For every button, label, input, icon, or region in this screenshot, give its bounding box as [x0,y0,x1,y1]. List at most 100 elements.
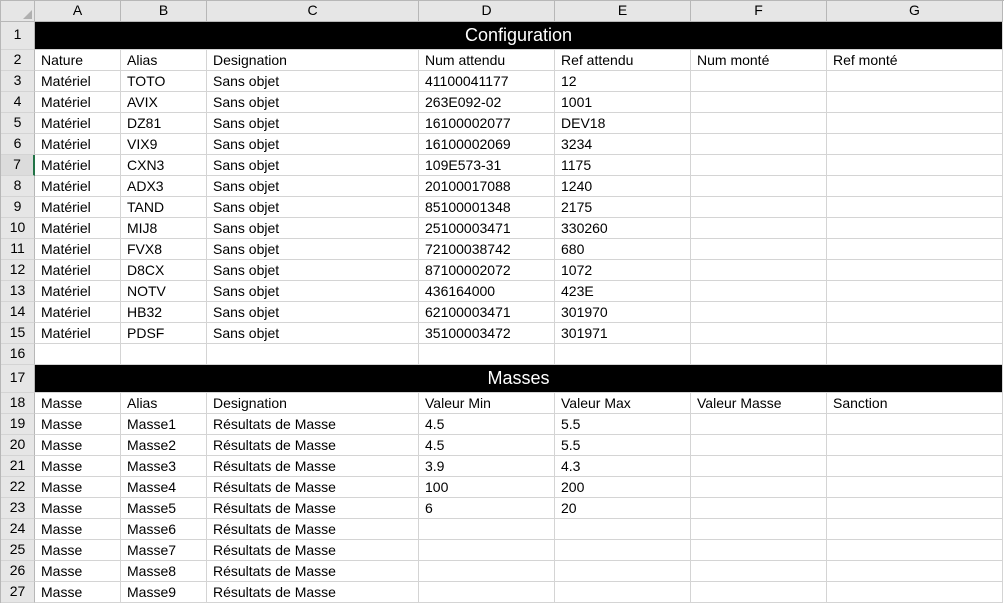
cell[interactable] [691,92,827,113]
cell[interactable]: 16100002077 [419,113,555,134]
cell[interactable]: Masse [35,477,121,498]
cell[interactable]: Sans objet [207,260,419,281]
cell[interactable] [827,582,1003,603]
row-header[interactable]: 5 [1,113,35,134]
cell[interactable] [827,197,1003,218]
cell[interactable]: 6 [419,498,555,519]
cell[interactable]: Num monté [691,50,827,71]
cell[interactable] [691,302,827,323]
row-header[interactable]: 23 [1,498,35,519]
cell[interactable]: AVIX [121,92,207,113]
row-header[interactable]: 22 [1,477,35,498]
cell[interactable]: Masse1 [121,414,207,435]
cell[interactable]: Num attendu [419,50,555,71]
cell[interactable]: Sans objet [207,113,419,134]
cell[interactable] [827,477,1003,498]
cell[interactable]: Sans objet [207,302,419,323]
cell[interactable]: Matériel [35,176,121,197]
cell[interactable]: Masse6 [121,519,207,540]
cell[interactable] [827,540,1003,561]
cell[interactable] [827,134,1003,155]
cell[interactable] [827,218,1003,239]
cell[interactable]: 2175 [555,197,691,218]
cell[interactable]: VIX9 [121,134,207,155]
row-header[interactable]: 11 [1,239,35,260]
cell[interactable] [691,113,827,134]
cell[interactable] [691,197,827,218]
cell[interactable]: Résultats de Masse [207,519,419,540]
cell[interactable]: 4.5 [419,414,555,435]
cell[interactable] [691,519,827,540]
cell[interactable]: Masse3 [121,456,207,477]
cell[interactable]: Masse [35,519,121,540]
spreadsheet-grid[interactable]: ABCDEFG1Configuration2NatureAliasDesigna… [0,0,1004,603]
cell[interactable]: Masse2 [121,435,207,456]
cell[interactable]: Résultats de Masse [207,414,419,435]
cell[interactable]: Matériel [35,71,121,92]
cell[interactable]: 263E092-02 [419,92,555,113]
cell[interactable]: Matériel [35,260,121,281]
cell[interactable]: PDSF [121,323,207,344]
cell[interactable]: Masse4 [121,477,207,498]
cell[interactable] [691,456,827,477]
cell[interactable] [691,323,827,344]
cell[interactable]: 330260 [555,218,691,239]
cell[interactable]: Matériel [35,155,121,176]
cell[interactable]: Résultats de Masse [207,435,419,456]
cell[interactable] [691,71,827,92]
cell[interactable]: 100 [419,477,555,498]
cell[interactable] [691,260,827,281]
cell[interactable]: 436164000 [419,281,555,302]
cell[interactable]: 85100001348 [419,197,555,218]
cell[interactable] [827,155,1003,176]
cell[interactable]: ADX3 [121,176,207,197]
row-header[interactable]: 9 [1,197,35,218]
cell[interactable] [827,344,1003,365]
cell[interactable] [121,344,207,365]
cell[interactable]: 5.5 [555,414,691,435]
cell[interactable]: Valeur Masse [691,393,827,414]
cell[interactable] [555,344,691,365]
cell[interactable]: NOTV [121,281,207,302]
row-header[interactable]: 27 [1,582,35,603]
cell[interactable]: Ref monté [827,50,1003,71]
cell[interactable]: Ref attendu [555,50,691,71]
row-header[interactable]: 15 [1,323,35,344]
row-header[interactable]: 7 [1,155,35,176]
row-header[interactable]: 6 [1,134,35,155]
cell[interactable]: Matériel [35,218,121,239]
row-header[interactable]: 1 [1,22,35,50]
cell[interactable] [691,134,827,155]
cell[interactable] [827,519,1003,540]
cell[interactable]: 41100041177 [419,71,555,92]
cell[interactable]: Sans objet [207,92,419,113]
cell[interactable] [207,344,419,365]
cell[interactable]: Masse [35,498,121,519]
row-header[interactable]: 20 [1,435,35,456]
cell[interactable]: 20100017088 [419,176,555,197]
row-header[interactable]: 4 [1,92,35,113]
cell[interactable] [555,540,691,561]
cell[interactable]: DEV18 [555,113,691,134]
cell[interactable]: Sans objet [207,71,419,92]
cell[interactable] [827,323,1003,344]
cell[interactable] [827,302,1003,323]
cell[interactable]: Matériel [35,113,121,134]
cell[interactable]: 423E [555,281,691,302]
cell[interactable] [419,582,555,603]
cell[interactable] [827,260,1003,281]
column-header[interactable]: B [121,1,207,22]
cell[interactable]: CXN3 [121,155,207,176]
row-header[interactable]: 8 [1,176,35,197]
row-header[interactable]: 10 [1,218,35,239]
cell[interactable] [827,176,1003,197]
cell[interactable] [827,498,1003,519]
cell[interactable]: Matériel [35,92,121,113]
cell[interactable] [827,281,1003,302]
cell[interactable]: 72100038742 [419,239,555,260]
cell[interactable]: Masse8 [121,561,207,582]
cell[interactable] [691,218,827,239]
cell[interactable]: Masse [35,414,121,435]
cell[interactable]: 1240 [555,176,691,197]
cell[interactable]: Alias [121,50,207,71]
